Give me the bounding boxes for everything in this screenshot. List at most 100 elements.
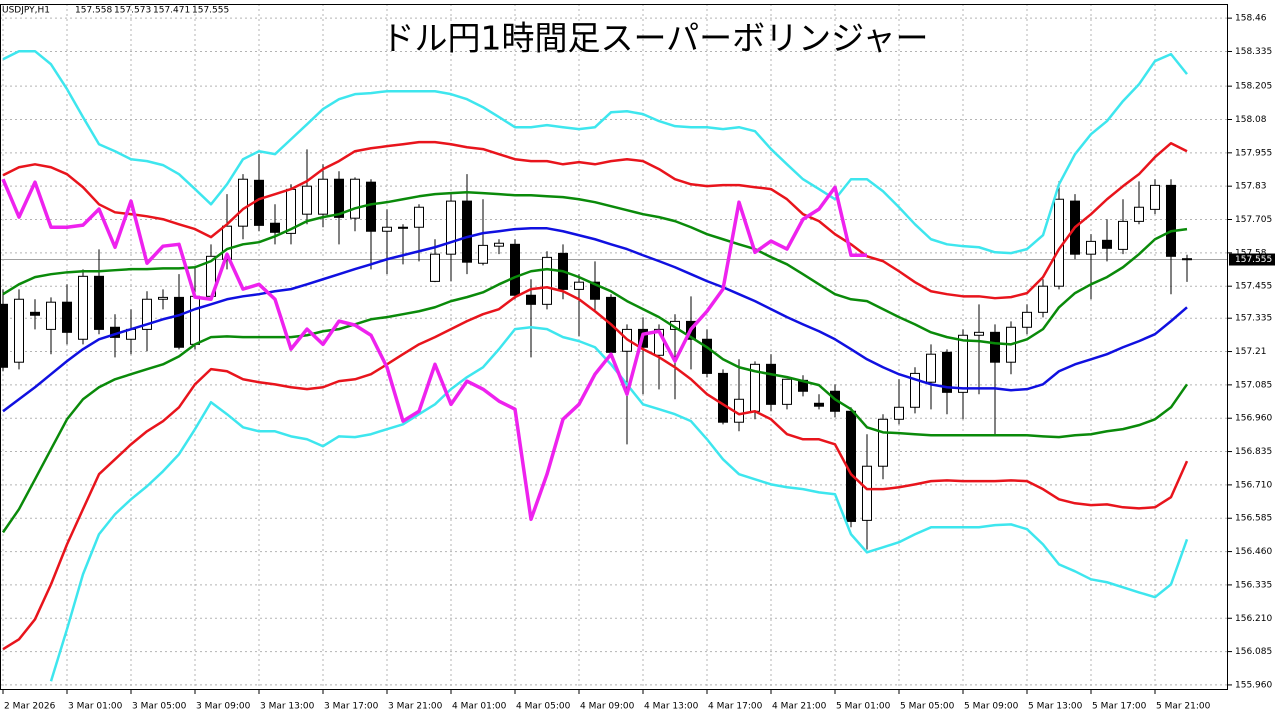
band-line xyxy=(1,178,867,522)
candle-body xyxy=(734,398,744,423)
x-tick-label: 4 Mar 21:00 xyxy=(772,702,827,712)
candle-body xyxy=(30,311,40,316)
frame xyxy=(0,4,1228,690)
axes: 155.960 156.085 156.210 156.335 156.460 156.5… xyxy=(2,14,1275,712)
candle-body xyxy=(94,275,104,330)
y-tick-label: 157.58 xyxy=(1235,248,1267,258)
x-tick-label: 5 Mar 13:00 xyxy=(1028,702,1083,712)
last-price-box xyxy=(1229,253,1275,266)
candle-body xyxy=(878,418,888,467)
candle-body xyxy=(398,226,408,229)
candle-body xyxy=(62,301,72,333)
x-tick-label: 3 Mar 17:00 xyxy=(324,702,379,712)
candle-body xyxy=(1118,220,1128,250)
candle-body xyxy=(334,178,344,218)
y-tick-label: 157.335 xyxy=(1235,314,1272,324)
candle-body xyxy=(1086,240,1096,255)
candle-body xyxy=(350,178,360,219)
y-tick-label: 158.205 xyxy=(1235,82,1272,92)
x-tick-label: 4 Mar 09:00 xyxy=(580,702,635,712)
x-tick-label: 2 Mar 2026 xyxy=(4,702,56,712)
y-tick-label: 156.835 xyxy=(1235,447,1272,457)
y-tick-label: 155.960 xyxy=(1235,680,1272,690)
candle-body xyxy=(462,200,472,263)
x-tick-label: 5 Mar 09:00 xyxy=(964,702,1019,712)
candle-body xyxy=(590,281,600,300)
x-tick-label: 4 Mar 01:00 xyxy=(452,702,507,712)
x-tick-label: 5 Mar 01:00 xyxy=(836,702,891,712)
x-tick-label: 3 Mar 01:00 xyxy=(68,702,123,712)
band-line xyxy=(2,227,1188,413)
candle-body xyxy=(494,242,504,247)
y-tick-label: 157.955 xyxy=(1235,148,1272,158)
candle-body xyxy=(990,331,1000,363)
candle-body xyxy=(894,406,904,420)
header-close: 157.555 xyxy=(192,6,229,16)
candle-body xyxy=(382,226,392,232)
header-high: 157.573 xyxy=(114,6,151,16)
last-price-label: 157.555 xyxy=(1235,255,1272,265)
candle-body xyxy=(1102,239,1112,249)
y-tick-label: 158.335 xyxy=(1235,47,1272,57)
candle-body xyxy=(430,253,440,282)
grid xyxy=(0,4,1228,690)
candle-body xyxy=(254,179,264,226)
x-tick-label: 3 Mar 09:00 xyxy=(196,702,251,712)
x-tick-label: 5 Mar 05:00 xyxy=(900,702,955,712)
candle-body xyxy=(702,338,712,374)
candle-body xyxy=(526,294,536,305)
candle-body xyxy=(1150,184,1160,210)
y-tick-label: 156.585 xyxy=(1235,514,1272,524)
candle-body xyxy=(782,378,792,405)
candle-body xyxy=(14,298,24,363)
candle-body xyxy=(1182,258,1192,261)
candle-body xyxy=(1022,311,1032,328)
x-tick-label: 5 Mar 21:00 xyxy=(1156,702,1211,712)
y-tick-label: 158.08 xyxy=(1235,115,1267,125)
candle-body xyxy=(510,243,520,296)
candle-body xyxy=(238,178,248,227)
y-tick-label: 157.21 xyxy=(1235,347,1267,357)
y-tick-label: 156.085 xyxy=(1235,647,1272,657)
band-line xyxy=(2,49,1188,255)
candle-body xyxy=(1038,285,1048,313)
y-tick-label: 156.460 xyxy=(1235,547,1272,557)
candle-body xyxy=(974,331,984,336)
y-tick-label: 158.46 xyxy=(1235,14,1267,24)
band-line xyxy=(2,140,1188,300)
symbol: USDJPY,H1 xyxy=(2,6,50,16)
y-tick-label: 156.210 xyxy=(1235,614,1272,624)
candle-body xyxy=(766,363,776,405)
candle-body xyxy=(942,351,952,393)
band-line xyxy=(2,191,1188,346)
x-tick-label: 3 Mar 13:00 xyxy=(260,702,315,712)
header-low: 157.471 xyxy=(153,6,190,16)
y-tick-label: 156.335 xyxy=(1235,580,1272,590)
x-tick-label: 3 Mar 05:00 xyxy=(132,702,187,712)
x-tick-label: 4 Mar 05:00 xyxy=(516,702,571,712)
candle-body xyxy=(414,206,424,228)
band-line xyxy=(2,286,1189,651)
header-open: 157.558 xyxy=(75,6,112,16)
x-tick-label: 4 Mar 13:00 xyxy=(644,702,699,712)
candle-body xyxy=(174,296,184,348)
candle-body xyxy=(478,244,488,264)
chart-title: ドル円1時間足スーパーボリンジャー xyxy=(381,19,928,58)
candle-body xyxy=(926,353,936,383)
candle-body xyxy=(814,402,824,407)
x-tick-label: 3 Mar 21:00 xyxy=(388,702,443,712)
candle-body xyxy=(1166,184,1176,257)
band-line xyxy=(1,267,1189,534)
candle-body xyxy=(862,465,872,521)
candle-body xyxy=(910,372,920,408)
candle-body xyxy=(1134,206,1144,222)
candle-body xyxy=(270,222,280,233)
candle-body xyxy=(446,200,456,255)
candle-body xyxy=(158,296,168,300)
y-tick-label: 157.085 xyxy=(1235,380,1272,390)
y-tick-label: 157.455 xyxy=(1235,282,1272,292)
candle-body xyxy=(574,281,584,290)
